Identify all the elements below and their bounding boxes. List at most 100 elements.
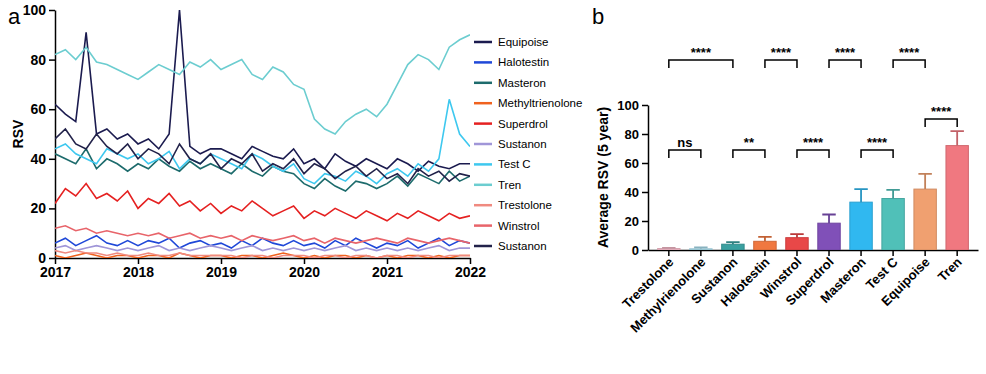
y-tick-label: 80 [30, 52, 46, 68]
y-axis: 0 20 40 60 80 100 [617, 98, 648, 258]
x-tick-label: 2018 [123, 264, 154, 280]
bar [818, 223, 840, 250]
significance-label: ** [744, 135, 755, 150]
error-bar [662, 247, 675, 250]
y-tick-label: 0 [632, 243, 639, 258]
y-tick-label: 40 [625, 185, 639, 200]
y-tick: 60 [30, 101, 55, 117]
x-tick: 2018 [123, 258, 154, 280]
y-axis-title: RSV [10, 119, 26, 148]
x-tick-mark [956, 250, 958, 256]
bar [946, 146, 968, 250]
y-tick-mark [642, 134, 648, 136]
x-tick-label: Halotestin [717, 254, 772, 309]
x-tick-label: Masteron [817, 254, 869, 306]
y-axis: 0 20 40 60 80 100 [23, 2, 56, 266]
y-tick: 20 [30, 200, 55, 216]
x-tick-label: 2019 [206, 264, 237, 280]
x-tick-mark [668, 250, 670, 256]
series-line [55, 246, 470, 251]
series-line [55, 129, 470, 184]
y-tick-label: 0 [38, 250, 46, 266]
significance-label: **** [691, 45, 712, 60]
error-bar [726, 242, 739, 244]
y-tick: 20 [625, 214, 648, 229]
x-tick: Masteron [817, 250, 869, 306]
legend-item: Equipoise [474, 36, 549, 48]
y-axis-line [648, 106, 650, 251]
x-axis: 201720182019202020212022 [40, 258, 486, 280]
legend-item: Sustanon [474, 240, 547, 252]
significance-bracket [669, 60, 733, 68]
legend-item: Winstrol [474, 220, 540, 232]
series-line [55, 10, 470, 171]
legend: Equipoise Halotestin Masteron Methyltrienol… [474, 36, 582, 252]
x-tick: 2021 [372, 258, 403, 280]
y-axis-line [55, 11, 57, 259]
legend-label: Superdrol [498, 118, 548, 130]
legend-label: Trestolone [498, 199, 552, 211]
legend-swatch [474, 41, 492, 44]
significance-bracket [797, 150, 829, 158]
y-axis-title: Average RSV (5 year) [595, 107, 611, 248]
bar [786, 238, 808, 250]
y-tick-mark [642, 192, 648, 194]
legend-swatch [474, 122, 492, 125]
y-tick: 0 [632, 243, 648, 258]
y-tick-label: 60 [625, 156, 639, 171]
y-tick: 40 [625, 185, 648, 200]
bar [850, 202, 872, 250]
x-tick-mark [700, 250, 702, 256]
y-tick-mark [642, 105, 648, 107]
x-tick-mark [828, 250, 830, 256]
legend-item: Test C [474, 158, 531, 170]
y-tick-label: 100 [617, 98, 639, 113]
y-tick-label: 40 [30, 151, 46, 167]
y-tick: 100 [617, 98, 648, 113]
y-tick-label: 20 [625, 214, 639, 229]
bar [690, 249, 712, 250]
x-tick-mark [732, 250, 734, 256]
legend-item: Superdrol [474, 118, 548, 130]
y-tick-mark [49, 159, 55, 161]
y-tick-mark [49, 10, 55, 12]
x-tick: Halotestin [717, 250, 772, 309]
x-tick-label: Equipoise [878, 254, 933, 309]
legend-label: Masteron [498, 77, 546, 89]
legend-label: Halotestin [498, 56, 549, 68]
x-tick: 2020 [289, 258, 320, 280]
legend-item: Masteron [474, 77, 546, 89]
bar [882, 199, 904, 250]
bar [914, 189, 936, 250]
legend-label: Methyltrienolone [498, 97, 582, 109]
y-tick-label: 100 [23, 2, 47, 18]
legend-item: Tren [474, 179, 521, 191]
significance-bracket [893, 60, 925, 68]
legend-item: Sustanon [474, 138, 547, 150]
legend-swatch [474, 184, 492, 187]
legend-swatch [474, 245, 492, 248]
bar [658, 249, 680, 250]
significance-label: ns [677, 135, 692, 150]
x-tick: 2019 [206, 258, 237, 280]
y-tick-label: 60 [30, 101, 46, 117]
y-tick: 80 [625, 127, 648, 142]
y-tick-mark [642, 250, 648, 252]
y-tick-mark [49, 258, 55, 260]
x-tick-mark [860, 250, 862, 256]
error-bar [854, 189, 867, 202]
legend-label: Equipoise [498, 36, 549, 48]
x-axis: TrestoloneMethylrienoloneSustanonHalotes… [619, 250, 978, 335]
y-tick-mark [642, 221, 648, 223]
legend-swatch [474, 102, 492, 105]
x-tick-label: 2022 [455, 264, 486, 280]
y-tick: 100 [23, 2, 55, 18]
series-line [55, 35, 470, 134]
plot-area [658, 131, 969, 250]
significance-label: **** [771, 45, 792, 60]
error-bar [758, 237, 771, 241]
legend-item: Trestolone [474, 199, 552, 211]
y-tick-mark [49, 109, 55, 111]
x-tick-mark [796, 250, 798, 256]
x-tick: Tren [935, 250, 965, 284]
